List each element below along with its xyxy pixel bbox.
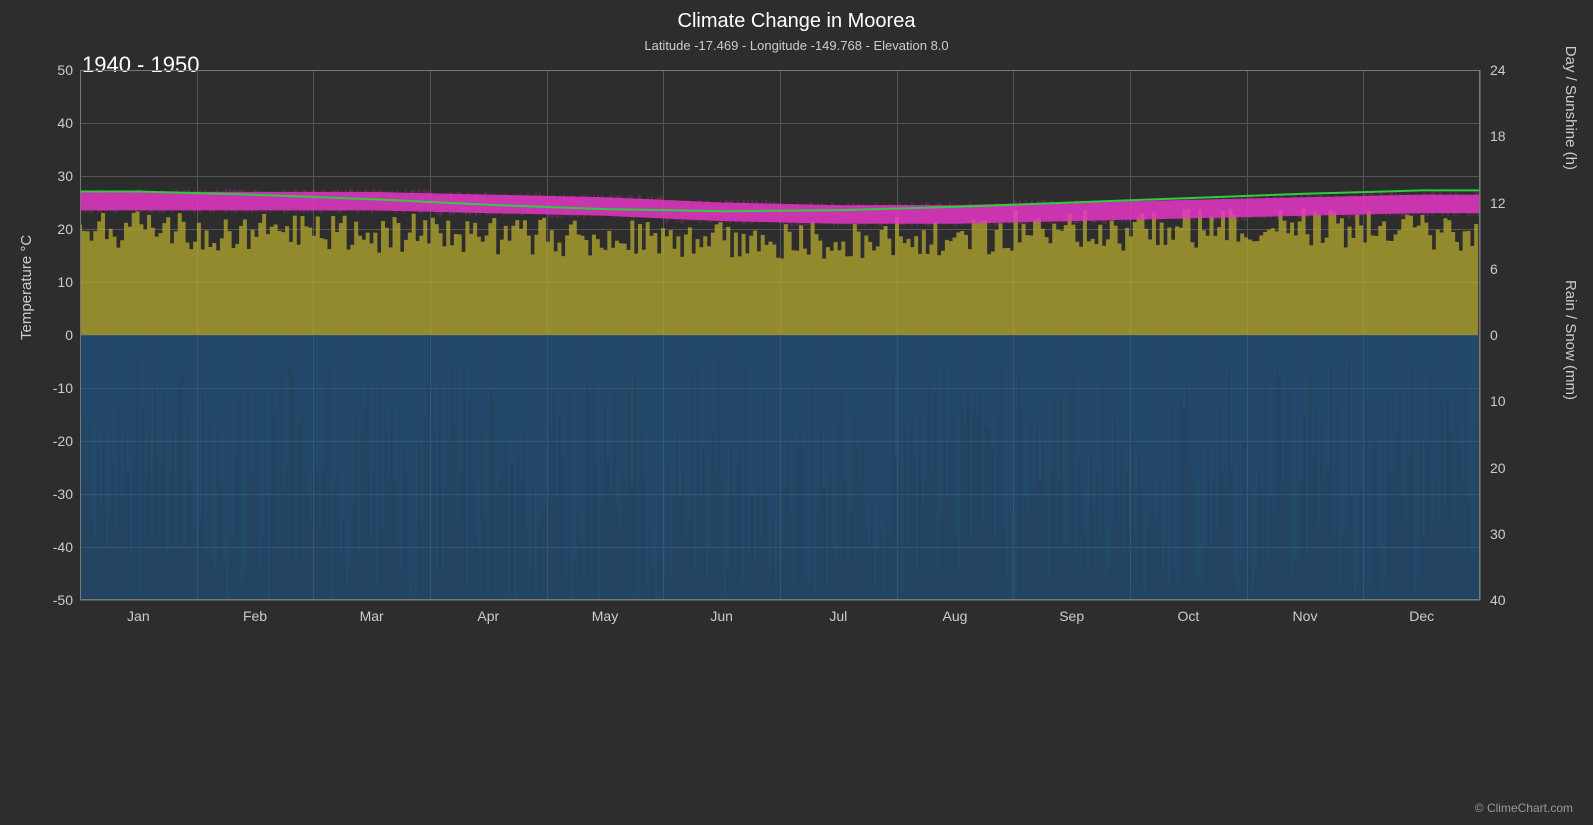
ytick-left: -10 xyxy=(23,380,73,396)
copyright: © ClimeChart.com xyxy=(1475,801,1573,815)
ytick-left: -30 xyxy=(23,486,73,502)
ytick-left: 40 xyxy=(23,115,73,131)
ytick-right-hours: 12 xyxy=(1490,195,1530,211)
xtick-month: Jul xyxy=(829,608,847,624)
xtick-month: Mar xyxy=(360,608,384,624)
xtick-month: Oct xyxy=(1177,608,1199,624)
ytick-left: 50 xyxy=(23,62,73,78)
xtick-month: Feb xyxy=(243,608,267,624)
ytick-left: 10 xyxy=(23,274,73,290)
xtick-month: May xyxy=(592,608,618,624)
ytick-right-hours: 0 xyxy=(1490,327,1530,343)
gridline-h xyxy=(80,600,1480,601)
ytick-left: 20 xyxy=(23,221,73,237)
ytick-right-rain: 30 xyxy=(1490,526,1530,542)
chart-title: Climate Change in Moorea xyxy=(0,10,1593,33)
chart-subtitle: Latitude -17.469 - Longitude -149.768 - … xyxy=(0,38,1593,53)
ytick-left: 0 xyxy=(23,327,73,343)
xtick-month: Sep xyxy=(1059,608,1084,624)
ytick-right-hours: 24 xyxy=(1490,62,1530,78)
xtick-month: Dec xyxy=(1409,608,1434,624)
y-axis-right-bottom-label: Rain / Snow (mm) xyxy=(1562,280,1579,400)
xtick-month: Apr xyxy=(477,608,499,624)
ytick-left: 30 xyxy=(23,168,73,184)
y-axis-right-top-label: Day / Sunshine (h) xyxy=(1562,46,1579,170)
chart-plot xyxy=(80,70,1480,600)
ytick-right-hours: 6 xyxy=(1490,261,1530,277)
ytick-left: -20 xyxy=(23,433,73,449)
xtick-month: Jun xyxy=(710,608,733,624)
gridline-v xyxy=(1480,70,1481,600)
ytick-right-hours: 18 xyxy=(1490,128,1530,144)
xtick-month: Jan xyxy=(127,608,150,624)
ytick-left: -40 xyxy=(23,539,73,555)
ytick-right-rain: 20 xyxy=(1490,460,1530,476)
ytick-right-rain: 10 xyxy=(1490,393,1530,409)
ytick-right-rain: 40 xyxy=(1490,592,1530,608)
xtick-month: Aug xyxy=(943,608,968,624)
xtick-month: Nov xyxy=(1293,608,1318,624)
ytick-left: -50 xyxy=(23,592,73,608)
